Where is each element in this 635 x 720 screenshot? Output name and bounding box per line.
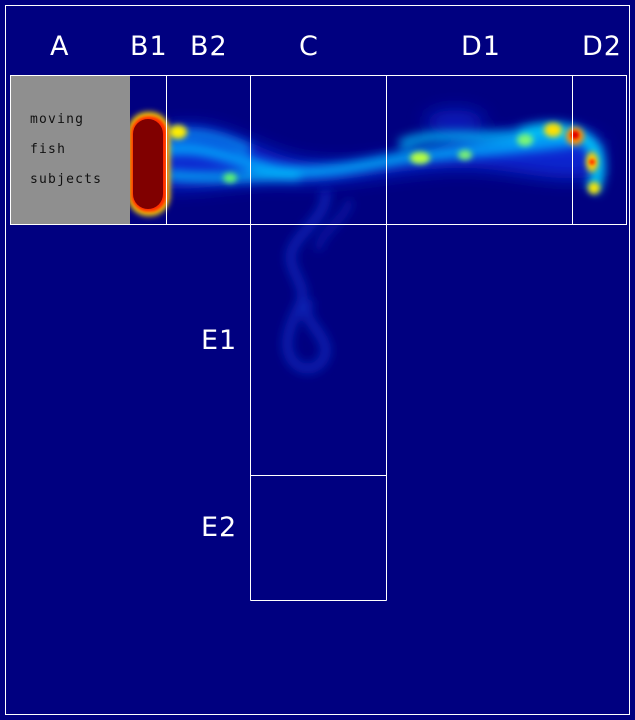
zone-label-b1: B1 <box>130 31 168 62</box>
panel-text-moving: moving <box>30 112 85 127</box>
zone-label-a: A <box>50 31 70 62</box>
zone-label-c: C <box>299 31 319 62</box>
e1-trail <box>282 189 354 374</box>
outer-frame <box>5 5 630 715</box>
zone-label-e2: E2 <box>201 512 238 543</box>
corridor-outline <box>10 75 627 225</box>
start-chamber-panel: moving fish subjects <box>11 76 130 224</box>
panel-text-fish: fish <box>30 142 67 157</box>
zone-label-b2: B2 <box>190 31 228 62</box>
zone-label-d2: D2 <box>582 31 622 62</box>
panel-text-subjects: subjects <box>30 172 103 187</box>
zone-label-e1: E1 <box>201 325 238 356</box>
hotspots <box>169 123 600 194</box>
heat-layer <box>128 110 605 374</box>
zone-boundaries <box>10 75 627 601</box>
b1-peak <box>128 112 170 216</box>
zone-label-d1: D1 <box>461 31 501 62</box>
